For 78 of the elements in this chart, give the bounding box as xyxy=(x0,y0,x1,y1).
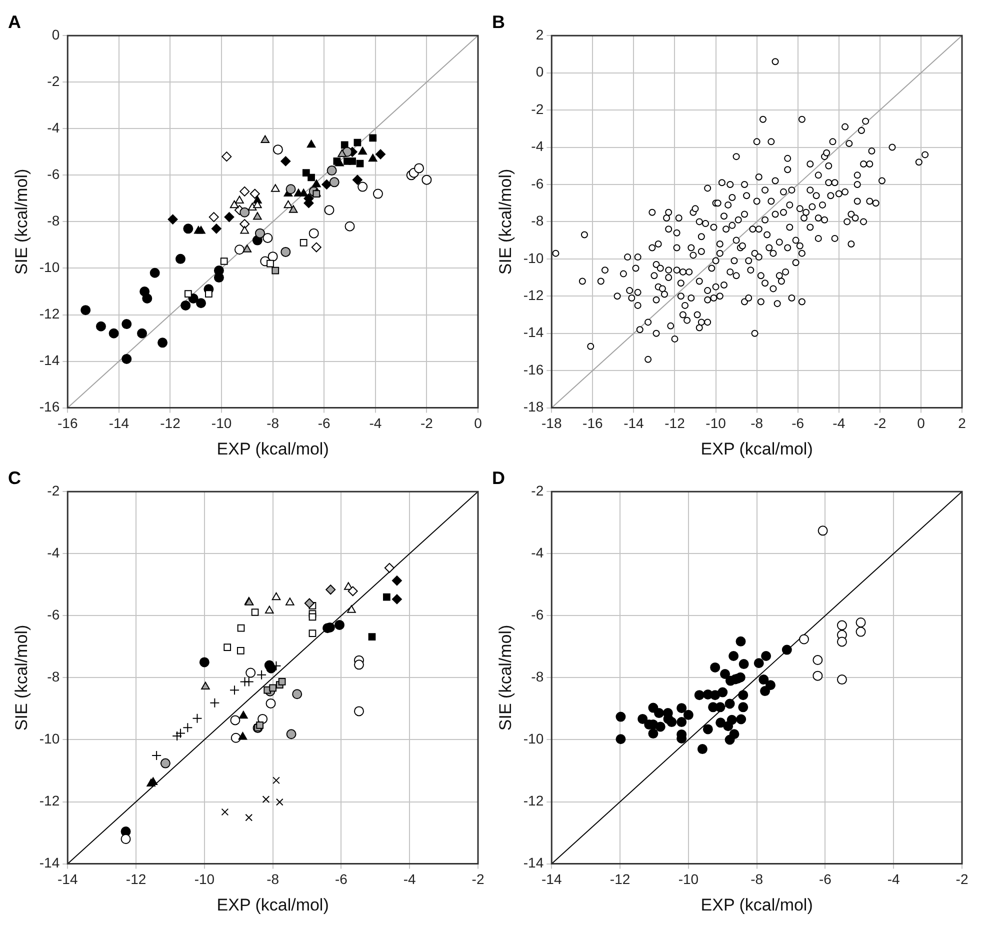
y-tick-label: -12 xyxy=(523,287,544,303)
x-tick-label: -6 xyxy=(334,871,348,888)
y-tick-label: -4 xyxy=(531,544,544,560)
chart-title: A xyxy=(8,12,21,32)
x-tick-label: -4 xyxy=(887,871,900,888)
y-tick-label: -12 xyxy=(523,792,544,809)
x-axis-title: EXP (kcal/mol) xyxy=(700,439,813,458)
y-tick-label: -8 xyxy=(47,212,60,229)
x-tick-label: -16 xyxy=(58,415,78,432)
y-tick-label: -14 xyxy=(523,324,544,340)
y-tick-label: -14 xyxy=(39,352,60,368)
x-tick-label: -14 xyxy=(624,415,644,432)
x-tick-label: -2 xyxy=(956,871,968,888)
x-tick-label: -10 xyxy=(211,415,232,432)
x-tick-label: 0 xyxy=(474,415,482,432)
y-tick-label: -12 xyxy=(39,792,60,809)
x-tick-label: -16 xyxy=(582,415,603,432)
x-tick-label: -12 xyxy=(610,871,630,888)
y-axis-title: SIE (kcal/mol) xyxy=(496,168,515,275)
x-tick-label: 0 xyxy=(917,415,926,432)
y-tick-label: -10 xyxy=(523,250,544,266)
x-tick-label: -8 xyxy=(266,871,280,888)
x-tick-label: -2 xyxy=(874,415,886,432)
x-tick-label: -10 xyxy=(194,871,215,888)
y-axis-title: SIE (kcal/mol) xyxy=(12,624,31,731)
y-tick-label: -2 xyxy=(531,482,544,498)
y-tick-label: -4 xyxy=(531,138,544,154)
y-tick-label: 0 xyxy=(536,64,544,80)
x-tick-label: -10 xyxy=(706,415,726,432)
y-tick-label: -2 xyxy=(47,72,60,89)
x-tick-label: -10 xyxy=(678,871,699,888)
chart-title: D xyxy=(492,468,505,488)
chart-title: B xyxy=(492,12,505,32)
y-axis-title: SIE (kcal/mol) xyxy=(12,168,31,275)
x-tick-label: -14 xyxy=(108,415,130,432)
x-tick-label: -6 xyxy=(818,871,832,888)
x-axis-title: EXP (kcal/mol) xyxy=(700,895,813,914)
y-tick-label: -6 xyxy=(47,166,60,182)
x-axis-title: EXP (kcal/mol) xyxy=(216,895,329,914)
x-tick-label: -12 xyxy=(126,871,146,888)
x-tick-label: -4 xyxy=(369,415,382,432)
y-tick-label: 2 xyxy=(536,26,544,42)
y-tick-label: -8 xyxy=(531,668,544,685)
x-tick-label: -12 xyxy=(664,415,686,432)
y-tick-label: -8 xyxy=(47,668,60,685)
x-tick-label: -8 xyxy=(750,871,764,888)
x-tick-label: -8 xyxy=(750,415,764,432)
x-tick-label: 2 xyxy=(958,415,966,432)
x-tick-label: -14 xyxy=(58,871,78,888)
chart-title: C xyxy=(8,468,21,488)
x-tick-label: -2 xyxy=(420,415,434,432)
y-tick-label: 0 xyxy=(52,26,60,42)
x-tick-label: -4 xyxy=(832,415,846,432)
y-tick-label: -16 xyxy=(39,398,60,415)
x-tick-label: -4 xyxy=(403,871,416,888)
x-tick-label: -8 xyxy=(266,415,280,432)
y-tick-label: -6 xyxy=(531,606,544,623)
y-tick-label: -10 xyxy=(39,730,60,747)
y-tick-label: -10 xyxy=(39,259,60,276)
y-tick-label: -2 xyxy=(531,100,544,117)
y-tick-label: -4 xyxy=(47,544,60,560)
y-tick-label: -2 xyxy=(47,482,60,498)
y-tick-label: -14 xyxy=(523,854,544,871)
y-tick-label: -14 xyxy=(39,854,60,871)
y-tick-label: -10 xyxy=(523,730,544,747)
x-axis-title: EXP (kcal/mol) xyxy=(216,439,329,458)
x-tick-label: -2 xyxy=(472,871,484,888)
y-tick-label: -6 xyxy=(47,606,60,623)
y-tick-label: -18 xyxy=(523,398,544,415)
y-tick-label: -16 xyxy=(523,361,544,378)
x-tick-label: -6 xyxy=(792,415,804,432)
y-tick-label: -8 xyxy=(531,212,544,229)
y-tick-label: -4 xyxy=(47,120,60,136)
y-tick-label: -6 xyxy=(531,175,544,192)
x-tick-label: -6 xyxy=(318,415,331,432)
y-axis-title: SIE (kcal/mol) xyxy=(496,624,515,731)
x-tick-label: -12 xyxy=(160,415,181,432)
y-tick-label: -12 xyxy=(39,306,60,322)
